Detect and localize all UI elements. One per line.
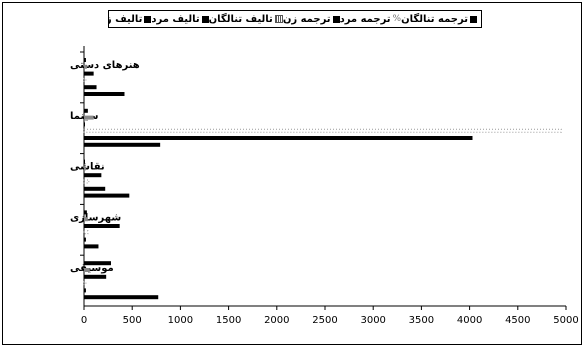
- legend-item: تالیف مرد: [151, 13, 209, 25]
- legend-item: تالیف زن: [109, 13, 152, 25]
- category-label: نقاشی: [70, 162, 105, 173]
- bar: [84, 58, 86, 62]
- chart-legend: ترجمه تنالگان % ترجمه مرد ترجمه زن تالیف…: [108, 10, 482, 28]
- x-tick-label: 4500: [505, 315, 530, 326]
- legend-swatch-icon: [332, 15, 340, 23]
- x-tick-label: 1000: [168, 315, 193, 326]
- bar: [83, 179, 90, 184]
- bar: [83, 281, 87, 286]
- x-tick-label: 1500: [216, 315, 241, 326]
- legend-slash-icon: %: [392, 14, 402, 24]
- bar: [84, 166, 86, 171]
- category-label: هنرهای دستی: [70, 60, 140, 71]
- bar: [84, 274, 107, 279]
- bar: [84, 210, 87, 215]
- legend-swatch-icon: [201, 15, 209, 23]
- bar: [84, 244, 99, 249]
- bar: [84, 268, 90, 272]
- legend-item: ترجمه زن: [283, 14, 340, 25]
- bar: [84, 186, 106, 191]
- bar: [84, 193, 130, 198]
- legend-item: تالیف تنالگان: [209, 14, 283, 25]
- legend-label: تالیف تنالگان: [208, 13, 273, 25]
- legend-swatch-icon: [144, 15, 152, 23]
- x-tick-label: 0: [81, 315, 87, 326]
- legend-label: ترجمه تنالگان: [401, 13, 468, 25]
- legend-swatch-icon: [470, 15, 477, 23]
- bar: [84, 108, 88, 113]
- x-tick-label: 5000: [553, 315, 578, 326]
- legend-label: ترجمه مرد: [339, 13, 391, 25]
- bar: [83, 128, 562, 133]
- legend-dotted-icon: [274, 15, 283, 23]
- bar: [84, 92, 125, 96]
- bar: [84, 122, 85, 127]
- bar: [83, 77, 87, 82]
- x-tick-label: 3000: [360, 315, 385, 326]
- bar: [84, 159, 85, 164]
- bar: [84, 64, 87, 69]
- bar: [84, 85, 97, 90]
- bar: [84, 288, 86, 293]
- bar: [83, 230, 89, 235]
- x-tick-label: 2500: [312, 315, 337, 326]
- bar: [84, 173, 102, 178]
- bar: [84, 115, 94, 120]
- legend-label: ترجمه زن: [282, 13, 331, 25]
- category-label: موسیقی: [70, 263, 114, 274]
- bar: [84, 237, 86, 242]
- x-tick-label: 4000: [457, 315, 482, 326]
- bar: [84, 71, 94, 76]
- x-tick-label: 2000: [264, 315, 289, 326]
- x-tick-label: 500: [123, 315, 142, 326]
- legend-item: ترجمه تنالگان: [401, 14, 477, 25]
- legend-label: تالیف مرد: [151, 13, 200, 25]
- bar: [84, 142, 161, 147]
- x-tick-label: 3500: [409, 315, 434, 326]
- bar: [84, 295, 159, 300]
- legend-item: % ترجمه مرد: [340, 14, 402, 25]
- bar: [84, 261, 111, 266]
- legend-label: تالیف زن: [109, 13, 143, 25]
- bar: [84, 136, 473, 140]
- bar: [84, 217, 88, 222]
- category-label: شهرسازی: [70, 212, 121, 223]
- bar: [84, 224, 120, 228]
